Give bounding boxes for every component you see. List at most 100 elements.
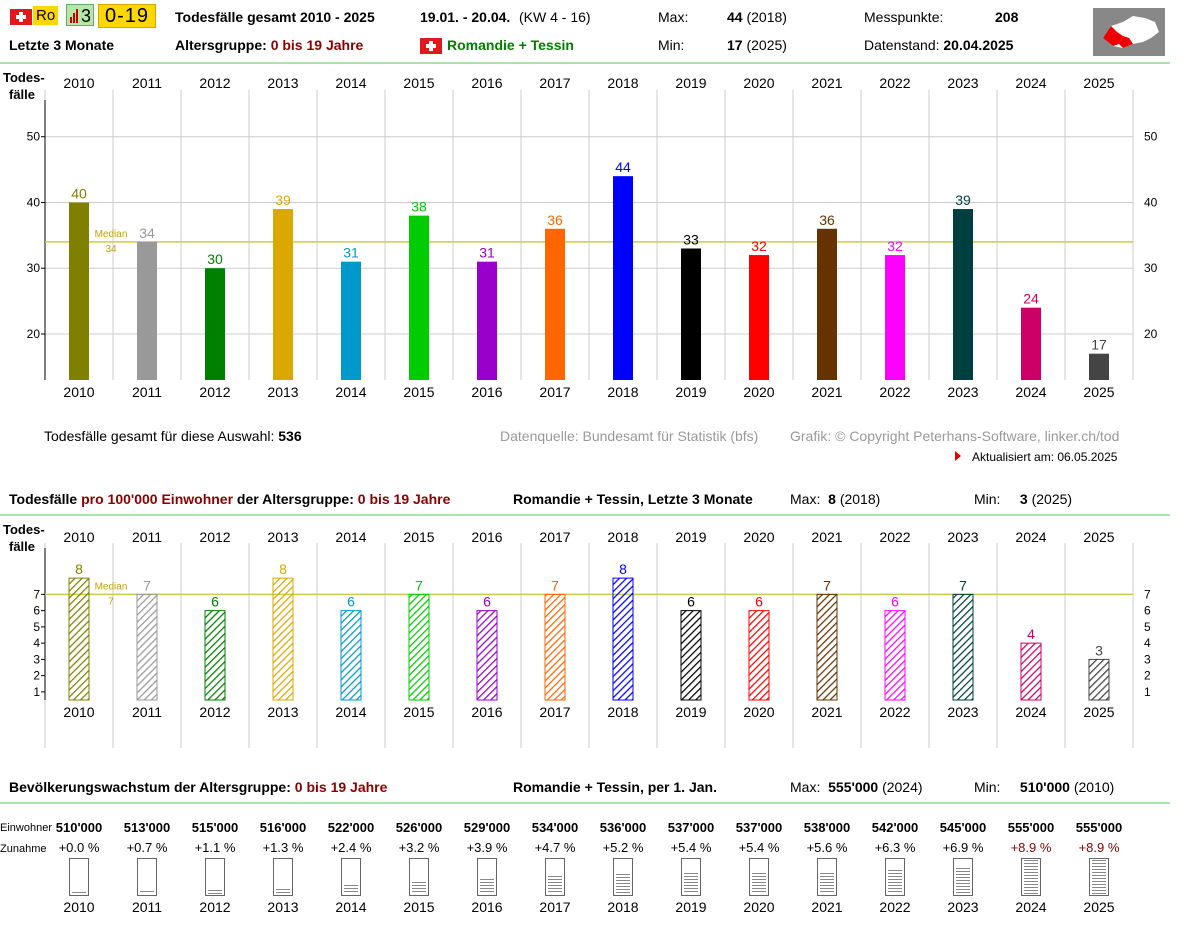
year-label: 2023: [947, 899, 979, 915]
x-tick-label-bottom: 2014: [335, 384, 366, 400]
y-tick-label-left: 5: [33, 620, 40, 634]
x-tick-label-top: 2016: [471, 75, 502, 91]
bar: [613, 176, 633, 380]
data-label: 32: [887, 238, 903, 254]
population-value: 529'000: [463, 820, 511, 835]
bar: [680, 610, 702, 701]
x-tick-label-bottom: 2017: [539, 704, 570, 720]
x-tick-label-bottom: 2021: [811, 384, 842, 400]
y-tick-label-right: 1: [1144, 685, 1151, 699]
x-tick-label-bottom: 2021: [811, 704, 842, 720]
age-group-badge[interactable]: 0-19: [98, 4, 157, 28]
x-tick-label-top: 2011: [132, 529, 162, 545]
data-label: 36: [819, 212, 835, 228]
subtitle-period: Letzte 3 Monate: [9, 37, 115, 53]
growth-gauge-fill: [412, 882, 426, 894]
population-value: 555'000: [1007, 820, 1055, 835]
x-tick-label-bottom: 2017: [539, 384, 570, 400]
divider: [0, 62, 1170, 64]
region: Romandie + Tessin: [447, 37, 574, 53]
x-tick-label-top: 2024: [1015, 529, 1046, 545]
growth-gauge: [137, 858, 157, 896]
population-value: 510'000: [55, 820, 103, 835]
growth-value: +2.4 %: [330, 840, 372, 855]
year-label: 2018: [607, 899, 639, 915]
y-axis-title: fälle: [9, 87, 35, 102]
section2-min: Min: 3 (2025): [974, 491, 1073, 507]
median-label: Median: [95, 229, 128, 240]
data-label: 39: [275, 192, 291, 208]
growth-value: +8.9 %: [1010, 840, 1052, 855]
bar: [681, 248, 701, 380]
x-tick-label-bottom: 2011: [132, 704, 162, 720]
growth-value: +5.4 %: [670, 840, 712, 855]
growth-gauge-fill: [820, 873, 834, 894]
x-tick-label-top: 2010: [63, 529, 94, 545]
growth-value: +4.7 %: [534, 840, 576, 855]
y-tick-label-right: 5: [1144, 620, 1151, 634]
x-tick-label-top: 2017: [539, 529, 570, 545]
bar: [1021, 307, 1041, 380]
growth-value: +1.3 %: [262, 840, 304, 855]
chart-deaths-per-100k: 1 1 2 2 3 3 4 4 5 5 6 6 7 7 Todes-fälle 8 2010 2010 7 2011 2…: [3, 522, 1151, 748]
growth-value: +5.2 %: [602, 840, 644, 855]
growth-value: +3.2 %: [398, 840, 440, 855]
x-tick-label-bottom: 2016: [471, 384, 502, 400]
growth-gauge: [953, 858, 973, 896]
page-title: Todesfälle gesamt 2010 - 2025: [175, 9, 375, 25]
x-tick-label-bottom: 2018: [607, 384, 638, 400]
x-tick-label-bottom: 2025: [1083, 704, 1114, 720]
bar: [477, 261, 497, 380]
bar: [136, 593, 158, 701]
y-tick-label-left: 7: [33, 587, 40, 601]
population-value: 534'000: [531, 820, 579, 835]
switzerland-map-icon[interactable]: [1093, 8, 1165, 56]
data-source: Datenquelle: Bundesamt für Statistik (bf…: [500, 428, 759, 444]
data-label: 7: [551, 577, 559, 593]
max-label: Max:: [658, 9, 689, 25]
x-tick-label-top: 2022: [879, 75, 910, 91]
points-value: 208: [995, 9, 1019, 25]
growth-gauge: [749, 858, 769, 896]
bar: [816, 593, 838, 701]
growth-gauge-fill: [888, 870, 902, 894]
growth-value: +1.1 %: [194, 840, 236, 855]
x-tick-label-bottom: 2022: [879, 704, 910, 720]
data-label: 44: [615, 159, 631, 175]
x-tick-label-top: 2016: [471, 529, 502, 545]
language-badge[interactable]: Ro: [33, 6, 59, 25]
bar: [749, 255, 769, 380]
population-value: 526'000: [395, 820, 443, 835]
y-axis-title: fälle: [9, 539, 35, 554]
population-value: 522'000: [327, 820, 375, 835]
section2-region: Romandie + Tessin, Letzte 3 Monate: [513, 491, 753, 507]
x-tick-label-top: 2018: [607, 529, 638, 545]
year-label: 2015: [403, 899, 435, 915]
bar: [68, 577, 90, 701]
growth-gauge: [69, 858, 89, 896]
data-label: 17: [1091, 337, 1107, 353]
growth-gauge-fill: [344, 885, 358, 894]
copyright[interactable]: Grafik: © Copyright Peterhans-Software, …: [790, 428, 1120, 444]
y-tick-label-left: 2: [33, 669, 40, 683]
x-tick-label-bottom: 2020: [743, 704, 774, 720]
divider: [0, 514, 1170, 516]
growth-gauge: [885, 858, 905, 896]
data-label: 31: [343, 245, 359, 261]
growth-gauge-fill: [1092, 860, 1106, 894]
x-tick-label-top: 2023: [947, 75, 978, 91]
median-value: 34: [105, 244, 117, 255]
growth-gauge-fill: [72, 892, 86, 894]
x-tick-label-top: 2010: [63, 75, 94, 91]
x-tick-label-top: 2021: [811, 529, 842, 545]
x-tick-label-top: 2013: [267, 529, 298, 545]
x-tick-label-bottom: 2014: [335, 704, 366, 720]
x-tick-label-top: 2020: [743, 529, 774, 545]
x-tick-label-top: 2024: [1015, 75, 1046, 91]
year-label: 2022: [879, 899, 911, 915]
data-label: 31: [479, 245, 495, 261]
y-axis-title: Todes-: [3, 522, 45, 537]
x-tick-label-bottom: 2010: [63, 384, 94, 400]
x-tick-label-bottom: 2011: [132, 384, 162, 400]
